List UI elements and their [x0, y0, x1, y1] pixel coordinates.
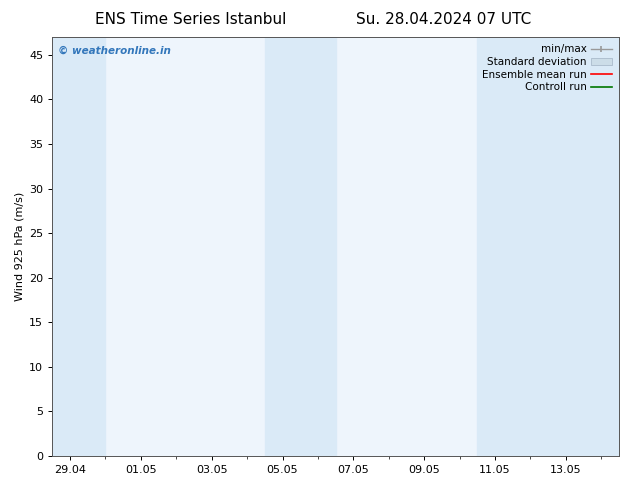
- Text: Su. 28.04.2024 07 UTC: Su. 28.04.2024 07 UTC: [356, 12, 531, 27]
- Bar: [477, 37, 619, 456]
- Text: © weatheronline.in: © weatheronline.in: [58, 46, 171, 55]
- Legend: min/max, Standard deviation, Ensemble mean run, Controll run: min/max, Standard deviation, Ensemble me…: [480, 42, 614, 94]
- Text: ENS Time Series Istanbul: ENS Time Series Istanbul: [94, 12, 286, 27]
- Y-axis label: Wind 925 hPa (m/s): Wind 925 hPa (m/s): [15, 192, 25, 301]
- Bar: [265, 37, 335, 456]
- Bar: [53, 37, 105, 456]
